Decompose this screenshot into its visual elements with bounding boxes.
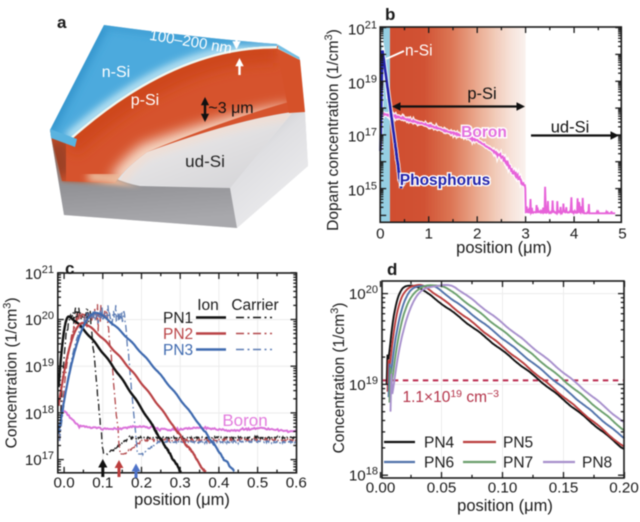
svg-text:0.05: 0.05 bbox=[427, 480, 457, 497]
svg-text:ud-Si: ud-Si bbox=[185, 152, 225, 171]
svg-text:0.10: 0.10 bbox=[488, 480, 518, 497]
svg-text:Carrier: Carrier bbox=[231, 297, 278, 314]
svg-text:1019: 1019 bbox=[349, 375, 378, 394]
svg-text:Phosphorus: Phosphorus bbox=[400, 172, 490, 189]
svg-text:n-Si: n-Si bbox=[102, 64, 130, 81]
svg-text:1021: 1021 bbox=[348, 20, 377, 39]
svg-text:2: 2 bbox=[473, 226, 481, 243]
svg-text:~3 μm: ~3 μm bbox=[208, 100, 253, 117]
svg-text:c: c bbox=[65, 259, 74, 278]
svg-text:Concentration (1/cm3): Concentration (1/cm3) bbox=[2, 297, 21, 448]
svg-text:0.6: 0.6 bbox=[286, 475, 307, 492]
svg-text:PN1: PN1 bbox=[163, 310, 193, 327]
svg-text:5: 5 bbox=[618, 226, 626, 243]
svg-text:1021: 1021 bbox=[25, 264, 54, 283]
svg-text:1019: 1019 bbox=[348, 74, 377, 93]
svg-text:PN4: PN4 bbox=[424, 435, 455, 452]
svg-text:PN6: PN6 bbox=[424, 455, 454, 472]
svg-text:position (μm): position (μm) bbox=[134, 491, 230, 509]
svg-text:1017: 1017 bbox=[348, 127, 377, 146]
svg-text:Ion: Ion bbox=[197, 297, 219, 314]
svg-text:0.1: 0.1 bbox=[92, 475, 113, 492]
svg-text:PN7: PN7 bbox=[503, 455, 533, 472]
svg-text:a: a bbox=[57, 13, 67, 32]
svg-text:0.4: 0.4 bbox=[208, 475, 229, 492]
svg-text:Boron: Boron bbox=[461, 124, 507, 141]
svg-text:Concentration (1/cm3): Concentration (1/cm3) bbox=[329, 303, 348, 454]
svg-text:0.20: 0.20 bbox=[609, 480, 639, 497]
svg-text:ud-Si: ud-Si bbox=[551, 119, 590, 137]
svg-text:position (μm): position (μm) bbox=[457, 497, 553, 515]
svg-text:1015: 1015 bbox=[348, 181, 377, 200]
svg-text:1020: 1020 bbox=[349, 284, 378, 303]
svg-text:0.2: 0.2 bbox=[131, 475, 152, 492]
svg-text:0: 0 bbox=[376, 226, 384, 243]
svg-text:p-Si: p-Si bbox=[467, 85, 496, 103]
svg-text:PN8: PN8 bbox=[582, 455, 612, 472]
svg-text:0.3: 0.3 bbox=[170, 475, 191, 492]
svg-text:0.5: 0.5 bbox=[247, 475, 268, 492]
svg-text:p-Si: p-Si bbox=[131, 92, 159, 109]
svg-text:0.15: 0.15 bbox=[549, 480, 579, 497]
svg-text:1020: 1020 bbox=[25, 310, 54, 329]
svg-text:PN3: PN3 bbox=[163, 342, 193, 359]
svg-text:1017: 1017 bbox=[25, 450, 54, 469]
svg-text:Dopant concentration (1/cm3): Dopant concentration (1/cm3) bbox=[323, 29, 342, 231]
svg-text:1018: 1018 bbox=[25, 404, 54, 423]
svg-text:0.0: 0.0 bbox=[54, 475, 75, 492]
svg-text:1019: 1019 bbox=[25, 357, 54, 376]
svg-text:PN5: PN5 bbox=[503, 435, 533, 452]
svg-text:b: b bbox=[385, 5, 395, 24]
svg-text:n-Si: n-Si bbox=[405, 43, 433, 60]
svg-text:4: 4 bbox=[570, 226, 578, 243]
svg-text:3: 3 bbox=[521, 226, 529, 243]
svg-text:position (μm): position (μm) bbox=[456, 239, 552, 257]
svg-text:0.00: 0.00 bbox=[366, 480, 396, 497]
svg-text:d: d bbox=[387, 260, 397, 279]
svg-text:1: 1 bbox=[424, 226, 432, 243]
svg-text:1.1×1019 cm−3: 1.1×1019 cm−3 bbox=[403, 388, 500, 406]
svg-text:PN2: PN2 bbox=[163, 326, 193, 343]
svg-text:Boron: Boron bbox=[222, 411, 267, 430]
